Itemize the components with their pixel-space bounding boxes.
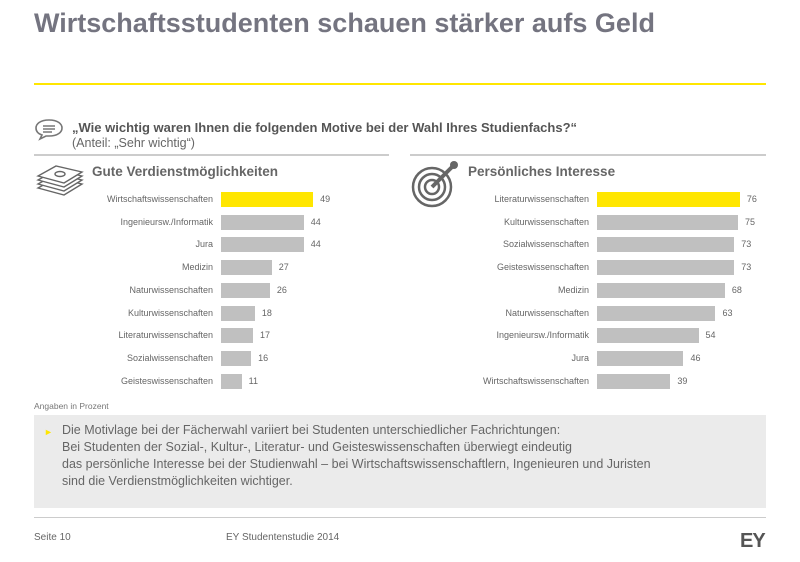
summary-line: Die Motivlage bei der Fächerwahl variier… (62, 423, 561, 437)
value-label: 44 (310, 216, 321, 227)
category-label: Sozialwissenschaften (126, 352, 213, 363)
page-number: Seite 10 (34, 532, 71, 543)
survey-question: „Wie wichtig waren Ihnen die folgenden M… (72, 120, 578, 135)
value-label: 17 (259, 330, 270, 341)
category-label: Wirtschaftswissenschaften (482, 375, 589, 386)
value-label: 46 (690, 352, 701, 363)
bar (221, 214, 304, 230)
bar (597, 192, 740, 207)
bar (221, 373, 242, 389)
divider-right (410, 154, 766, 156)
summary-text: Die Motivlage bei der Fächerwahl variier… (62, 422, 651, 490)
value-label: 68 (731, 284, 742, 295)
survey-question-subtitle: (Anteil: „Sehr wichtig“) (72, 136, 195, 150)
bar (597, 237, 735, 253)
value-label: 16 (258, 352, 269, 363)
bar (221, 305, 255, 321)
value-label: 11 (248, 375, 259, 386)
bar (597, 260, 735, 276)
title-underline (34, 83, 766, 85)
footer-divider (34, 517, 766, 518)
bar (597, 305, 716, 321)
speech-bubble-icon (35, 119, 63, 141)
summary-box: ► Die Motivlage bei der Fächerwahl varii… (34, 415, 766, 508)
value-label: 39 (677, 375, 688, 386)
bar (597, 350, 684, 366)
page-title: Wirtschaftsstudenten schauen stärker auf… (34, 8, 655, 38)
money-stack-icon (36, 165, 84, 196)
value-label: 26 (276, 284, 287, 295)
category-label: Geisteswissenschaften (496, 262, 589, 273)
bar (221, 350, 252, 366)
value-label: 44 (310, 239, 321, 250)
value-label: 73 (741, 262, 752, 273)
value-label: 63 (722, 307, 733, 318)
category-label: Naturwissenschaften (129, 284, 213, 295)
category-label: Geisteswissenschaften (120, 375, 213, 386)
value-label: 18 (261, 307, 272, 318)
category-label: Jura (571, 352, 589, 363)
category-label: Literaturwissenschaften (494, 194, 589, 204)
category-label: Ingenieursw./Informatik (496, 330, 589, 341)
category-label: Kulturwissenschaften (127, 307, 213, 318)
bullet-arrow-icon: ► (44, 427, 53, 437)
category-label: Naturwissenschaften (505, 307, 589, 318)
divider-left (34, 154, 389, 156)
value-label: 27 (278, 262, 289, 273)
bar (597, 373, 671, 389)
bar (221, 192, 314, 207)
value-label: 76 (746, 194, 757, 204)
bar (221, 328, 253, 344)
value-label: 73 (741, 239, 752, 250)
chart-title-left: Gute Verdienstmöglichkeiten (92, 164, 279, 179)
summary-line: sind die Verdienstmöglichkeiten wichtige… (62, 474, 293, 488)
bar (221, 282, 270, 298)
chart-title-right: Persönliches Interesse (468, 164, 616, 179)
category-label: Ingenieursw./Informatik (120, 216, 213, 227)
summary-line: das persönliche Interesse bei der Studie… (62, 457, 651, 471)
units-note: Angaben in Prozent (34, 401, 109, 411)
bar (221, 237, 304, 253)
bar (221, 260, 272, 276)
category-label: Jura (195, 239, 213, 250)
bar (597, 214, 738, 230)
bar (597, 282, 725, 298)
footer-study: EY Studentenstudie 2014 (226, 532, 340, 543)
summary-line: Bei Studenten der Sozial-, Kultur-, Lite… (62, 440, 573, 454)
category-label: Literaturwissenschaften (118, 330, 213, 341)
category-label: Kulturwissenschaften (503, 216, 589, 227)
ey-logo: EY (740, 530, 766, 552)
category-label: Medizin (557, 284, 589, 295)
value-label: 54 (705, 330, 716, 341)
value-label: 49 (320, 194, 331, 204)
value-label: 75 (745, 216, 756, 227)
category-label: Medizin (181, 262, 213, 273)
category-label: Wirtschaftswissenschaften (106, 194, 213, 204)
bar (597, 328, 699, 344)
target-icon (411, 161, 458, 208)
category-label: Sozialwissenschaften (502, 239, 589, 250)
